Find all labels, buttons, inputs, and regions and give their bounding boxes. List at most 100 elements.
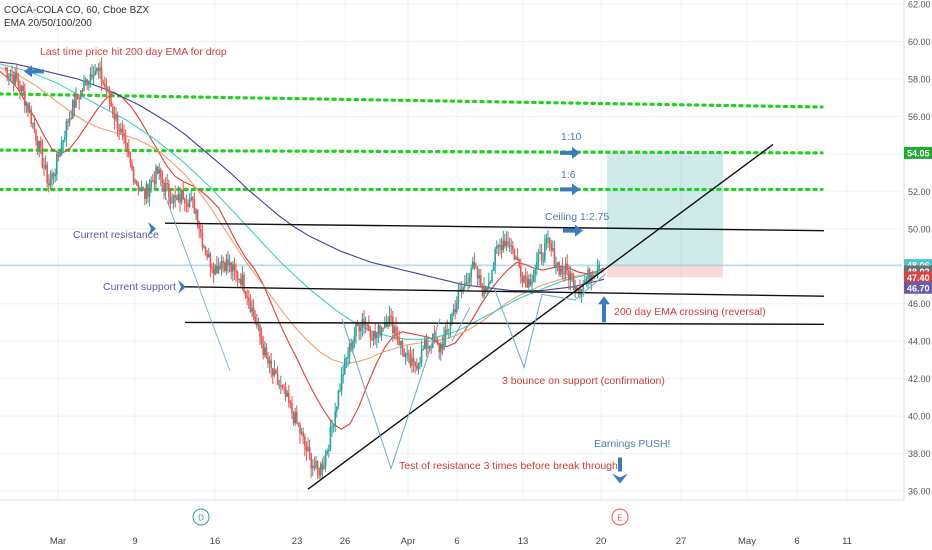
time-tick: 26 <box>340 536 351 547</box>
candle-body <box>520 266 522 277</box>
candle-body <box>36 140 39 150</box>
price-badge-bg <box>904 281 932 294</box>
candle-body <box>475 267 477 269</box>
candle-body <box>294 411 296 424</box>
candle-body <box>27 103 29 113</box>
ratio-6-arrow <box>560 183 580 196</box>
candle-body <box>444 329 447 337</box>
candle-body <box>121 128 124 133</box>
candle-body <box>128 149 130 157</box>
candle-body <box>270 360 272 369</box>
candle-body <box>513 249 516 260</box>
price-tick: 38.00 <box>908 449 931 459</box>
candle-body <box>156 166 159 174</box>
candle-body <box>584 280 586 284</box>
candle-body <box>592 274 594 278</box>
price-tick: 62.00 <box>908 0 931 10</box>
candle-body <box>587 269 589 279</box>
candle-body <box>115 115 117 120</box>
candle-body <box>489 281 492 283</box>
candle-body <box>460 289 463 291</box>
candle-body <box>22 85 24 92</box>
support-line <box>184 286 825 297</box>
candle-body <box>251 307 253 312</box>
candle-body <box>390 315 392 317</box>
price-badge-label: 54.05 <box>907 148 930 158</box>
candle-body <box>446 329 448 331</box>
ann-current-support: Current support <box>103 281 176 293</box>
candle-body <box>398 339 400 346</box>
candle-body <box>33 122 36 130</box>
candle-body <box>515 257 517 260</box>
candle-body <box>536 261 538 270</box>
candle-body <box>140 187 143 190</box>
candle-body <box>371 338 373 341</box>
candle-body <box>112 106 114 115</box>
candle-body <box>204 247 207 254</box>
candle-body <box>72 100 74 119</box>
candle-body <box>507 241 509 245</box>
candle-body <box>184 198 186 203</box>
stop-zone <box>607 265 723 278</box>
candle-body <box>528 279 530 288</box>
time-tick: 16 <box>210 536 221 547</box>
candle-body <box>86 79 88 86</box>
candle-body <box>214 266 216 275</box>
candle-body <box>539 251 541 254</box>
price-tick: 56.00 <box>908 112 931 122</box>
candle-body <box>387 323 389 328</box>
green-dotted-level-1 <box>0 92 824 109</box>
time-tick: 6 <box>454 536 459 547</box>
dividend-marker <box>192 508 210 526</box>
candle-body <box>305 446 308 451</box>
candle-body <box>268 360 271 364</box>
candle-body <box>416 366 418 369</box>
candle-body <box>233 264 236 271</box>
earnings-down-chevron <box>612 473 628 484</box>
candle-body <box>24 91 26 106</box>
candle-body <box>468 276 471 283</box>
candle-body <box>496 245 498 249</box>
candle-body <box>116 115 119 130</box>
target-zone <box>607 152 723 266</box>
bounce-v0 <box>451 307 471 342</box>
candle-body <box>334 411 336 426</box>
candle-body <box>339 390 341 392</box>
ann-earnings: Earnings PUSH! <box>594 438 670 450</box>
candle-body <box>73 100 76 108</box>
candle-body <box>355 323 357 336</box>
price-tick: 44.00 <box>908 337 931 347</box>
arrows <box>24 65 628 484</box>
candle-body <box>289 402 292 404</box>
candle-body <box>344 358 346 375</box>
symbol-title[interactable]: COCA-COLA CO, 60, Cboe BZX <box>4 5 150 16</box>
candle-body <box>124 136 127 143</box>
time-tick: 23 <box>292 536 303 547</box>
candle-body <box>403 348 405 357</box>
candle-body <box>243 274 245 292</box>
candle-body <box>153 180 156 185</box>
candle-body <box>166 183 168 185</box>
candle-body <box>452 309 455 314</box>
candle-body <box>108 89 111 102</box>
candle-body <box>182 189 184 199</box>
candle-body <box>502 240 504 251</box>
ceiling-arrow <box>563 224 583 237</box>
candle-body <box>321 463 324 470</box>
candle-body <box>409 354 412 366</box>
candle-body <box>265 347 268 358</box>
candle-body <box>147 184 149 197</box>
ann-3-bounce: 3 bounce on support (confirmation) <box>502 375 665 387</box>
time-tick: May <box>738 536 756 547</box>
candle-body <box>94 71 96 76</box>
candle-body <box>368 325 370 331</box>
indicator-legend[interactable]: EMA 20/50/100/200 <box>4 18 92 29</box>
time-axis: Mar 9 16 23 26 Apr 6 13 20 27 May 6 11 <box>0 499 904 547</box>
candle-body <box>328 449 330 452</box>
candle-body <box>52 173 55 177</box>
candle-body <box>177 193 180 200</box>
candle-body <box>283 386 285 388</box>
time-tick: Mar <box>50 536 66 547</box>
candle-body <box>465 282 468 284</box>
